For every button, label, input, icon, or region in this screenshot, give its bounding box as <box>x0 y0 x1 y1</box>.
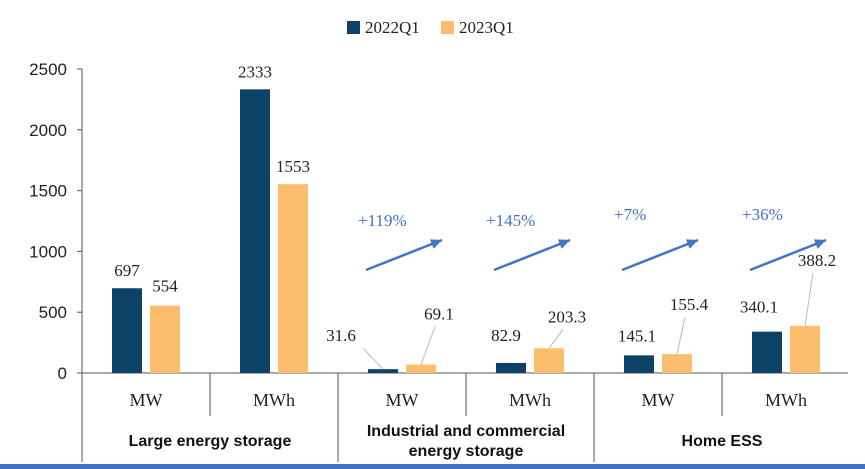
legend-label: 2023Q1 <box>459 18 514 37</box>
leader-line <box>676 316 686 355</box>
bar-2023q1-cat-2 <box>406 364 436 373</box>
legend: 2022Q1 2023Q1 <box>347 18 514 37</box>
value-label: 145.1 <box>618 326 656 345</box>
group-label: Home ESS <box>682 433 763 450</box>
growth-label: +36% <box>742 205 783 224</box>
legend-swatch <box>347 21 360 34</box>
bar-2022q1-cat-3 <box>496 362 526 373</box>
value-label: 2333 <box>238 62 272 81</box>
growth-label: +145% <box>486 211 535 230</box>
value-label: 69.1 <box>424 305 454 324</box>
growth-arrow <box>749 238 827 272</box>
growth-arrow <box>365 238 443 272</box>
growth-arrowhead <box>557 239 570 249</box>
growth-arrowhead <box>429 239 442 249</box>
bar-2022q1-cat-4 <box>624 355 654 373</box>
bar-2023q1-cat-4 <box>662 354 692 373</box>
footer-line <box>0 464 865 469</box>
category-label: MW <box>642 390 675 410</box>
growth-label: +119% <box>358 211 407 230</box>
y-tick-label: 2000 <box>29 121 67 140</box>
bar-2022q1-cat-0 <box>112 288 142 373</box>
leader-line <box>548 328 564 349</box>
y-tick-label: 500 <box>39 303 67 322</box>
y-tick-label: 1000 <box>29 242 67 261</box>
legend-swatch <box>441 21 454 34</box>
group-label: energy storage <box>409 443 524 460</box>
bar-2023q1-cat-5 <box>790 325 820 373</box>
growth-arrowhead <box>685 239 698 249</box>
value-label: 388.2 <box>798 251 836 270</box>
category-label: MWh <box>765 390 807 410</box>
group-label: Industrial and commercial <box>367 423 565 440</box>
category-label: MW <box>386 390 419 410</box>
category-label: MW <box>130 390 163 410</box>
x-axis-categories: MW MWh MW MWh MW MWh Large energy storage Indus… <box>0 373 865 469</box>
group-label: Large energy storage <box>129 433 292 450</box>
growth-arrowhead <box>813 239 826 249</box>
value-label: 554 <box>152 277 178 296</box>
legend-label: 2022Q1 <box>365 18 420 37</box>
growth-arrow <box>493 238 571 272</box>
category-label: MWh <box>509 390 551 410</box>
leader-line <box>420 326 436 365</box>
leader-line <box>804 272 814 326</box>
bar-2022q1-cat-2 <box>368 369 398 373</box>
growth-label: +7% <box>614 205 646 224</box>
leader-line <box>362 347 384 370</box>
y-tick-label: 0 <box>58 364 67 383</box>
value-label: 155.4 <box>670 295 709 314</box>
growth-arrow <box>621 238 699 272</box>
bar-2023q1-cat-1 <box>278 184 308 373</box>
bar-2023q1-cat-3 <box>534 348 564 373</box>
growth-annotations: +119% +145% +7% +36% <box>358 205 827 272</box>
value-labels: 697 2333 31.6 82.9 145.1 340.1 554 1553 69.1 203.… <box>114 62 836 370</box>
y-tick-label: 2500 <box>29 60 67 79</box>
value-label: 203.3 <box>548 307 586 326</box>
value-label: 340.1 <box>740 298 778 317</box>
bar-2022q1-cat-5 <box>752 331 782 373</box>
bars <box>112 89 820 374</box>
bar-2023q1-cat-0 <box>150 305 180 373</box>
value-label: 82.9 <box>491 326 521 345</box>
bar-2022q1-cat-1 <box>240 89 270 374</box>
value-label: 697 <box>114 261 140 280</box>
y-tick-label: 1500 <box>29 182 67 201</box>
value-label: 31.6 <box>326 326 356 345</box>
value-label: 1553 <box>276 157 310 176</box>
axes: 0 500 1000 1500 2000 2500 <box>29 60 848 383</box>
category-label: MWh <box>253 390 295 410</box>
